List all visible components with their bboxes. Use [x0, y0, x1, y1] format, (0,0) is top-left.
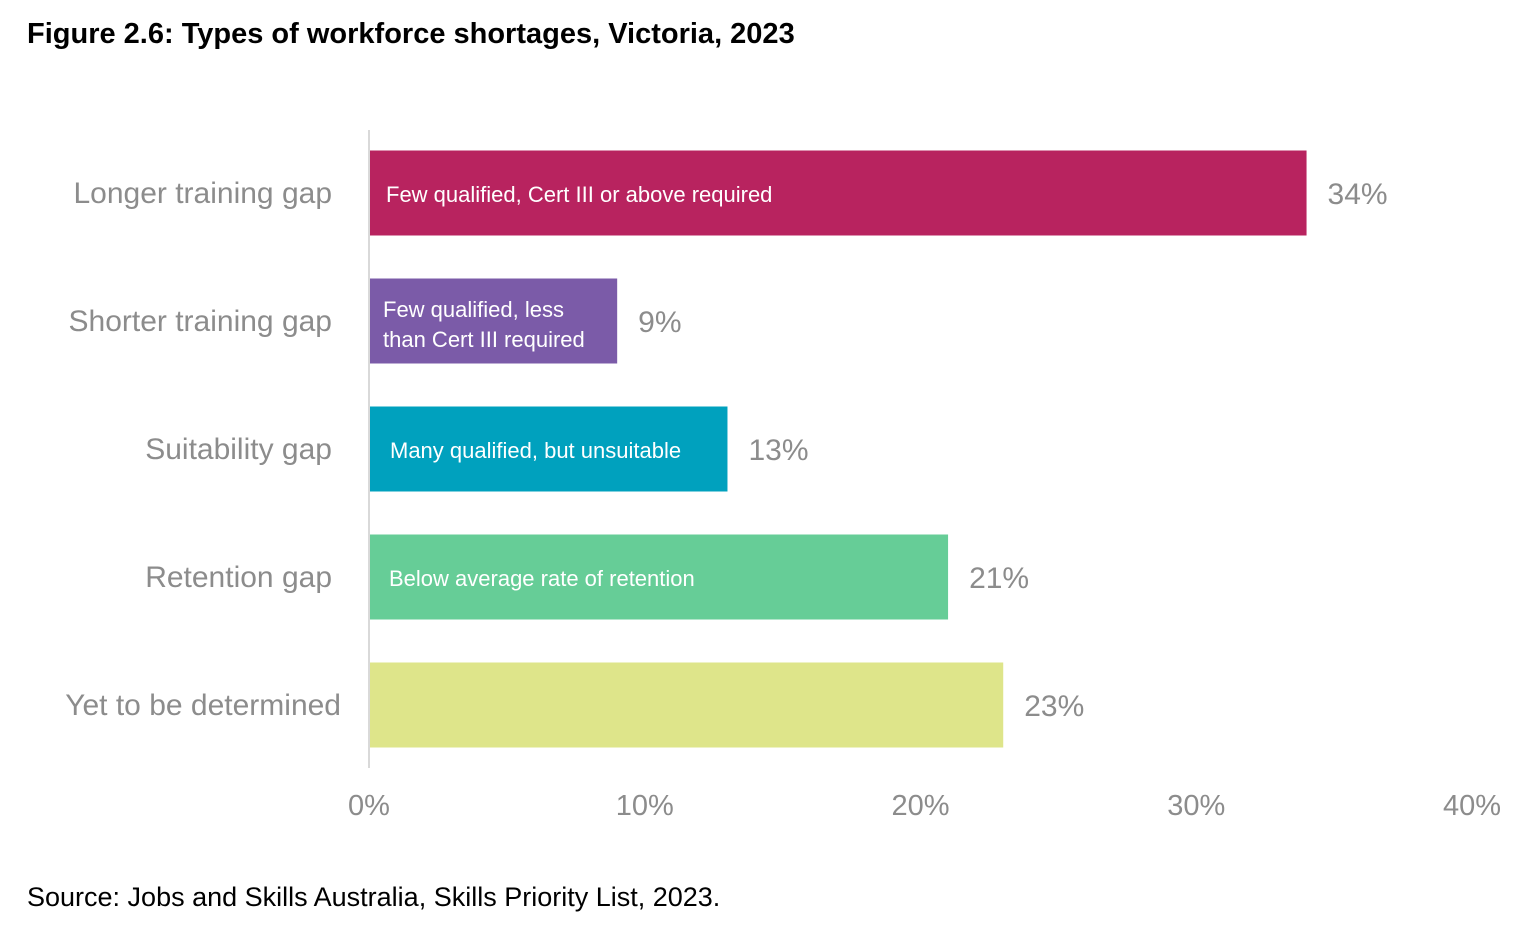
data-label: 34% — [1328, 178, 1388, 211]
bar — [369, 534, 949, 620]
bar-inner-label: than Cert III required — [383, 327, 585, 352]
x-tick-label: 10% — [616, 790, 674, 822]
category-label: Suitability gap — [145, 433, 332, 466]
x-tick-label: 40% — [1443, 790, 1501, 822]
bar — [369, 150, 1307, 236]
bar — [369, 406, 728, 492]
data-label: 13% — [748, 434, 808, 467]
data-label: 21% — [969, 562, 1029, 595]
category-label: Shorter training gap — [69, 305, 333, 338]
category-label: Yet to be determined — [65, 689, 341, 722]
bar-inner-label: Many qualified, but unsuitable — [390, 438, 681, 463]
bar-inner-label: Below average rate of retention — [389, 566, 695, 591]
bar — [369, 662, 1004, 748]
category-label: Retention gap — [145, 561, 332, 594]
data-label: 9% — [638, 306, 681, 339]
bar-inner-label: Few qualified, less — [383, 297, 564, 322]
x-tick-label: 30% — [1167, 790, 1225, 822]
category-label: Longer training gap — [73, 177, 332, 210]
x-tick-label: 20% — [891, 790, 949, 822]
chart-title: Figure 2.6: Types of workforce shortages… — [27, 18, 795, 50]
x-tick-label: 0% — [348, 790, 390, 822]
bar-inner-label: Few qualified, Cert III or above require… — [386, 182, 772, 207]
data-label: 23% — [1024, 690, 1084, 723]
source-note: Source: Jobs and Skills Australia, Skill… — [27, 882, 721, 912]
bar — [369, 278, 618, 364]
